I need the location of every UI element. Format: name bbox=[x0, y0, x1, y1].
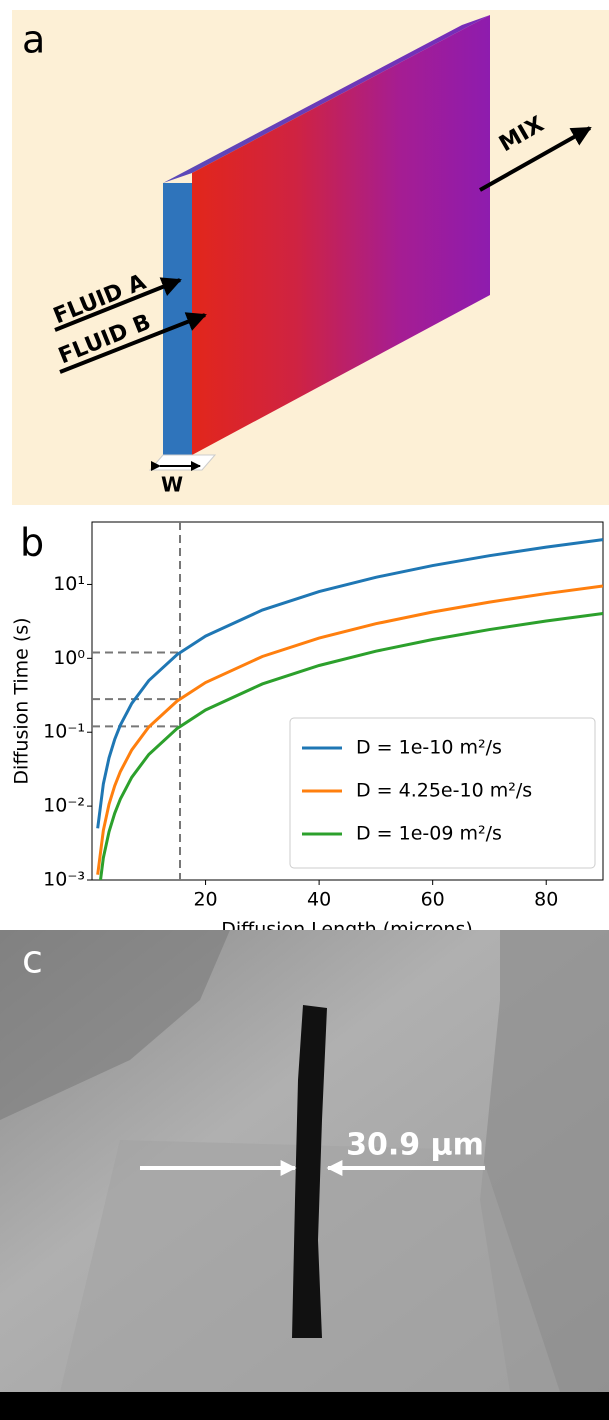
panel-label: b bbox=[20, 521, 44, 565]
fluid-b-layer bbox=[192, 15, 490, 455]
y-tick-label: 10⁰ bbox=[53, 647, 85, 669]
mix-arrow bbox=[479, 126, 592, 192]
series-line bbox=[96, 538, 603, 829]
fluid-b-arrow bbox=[59, 312, 207, 374]
legend-label: D = 1e-09 m²/s bbox=[356, 823, 502, 845]
plot-frame bbox=[91, 521, 604, 881]
panel-label: a bbox=[22, 18, 45, 62]
x-tick-label: 80 bbox=[534, 889, 558, 911]
y-tick-label: 10⁻³ bbox=[43, 869, 85, 891]
x-tick-label: 40 bbox=[307, 889, 331, 911]
width-label: W bbox=[161, 473, 183, 497]
sem-image: 30.9 µm c bbox=[0, 930, 609, 1420]
info-bar bbox=[0, 1392, 609, 1420]
x-tick-label: 60 bbox=[421, 889, 445, 911]
series-line bbox=[96, 584, 603, 875]
series-line bbox=[99, 611, 603, 880]
fluid-a-layer bbox=[163, 183, 192, 455]
y-tick-label: 10⁻² bbox=[43, 795, 85, 817]
slab-top bbox=[163, 15, 490, 183]
sem-texture bbox=[0, 930, 230, 1120]
x-tick-label: 20 bbox=[193, 889, 217, 911]
legend-box bbox=[289, 717, 596, 869]
y-tick-label: 10¹ bbox=[53, 573, 85, 595]
legend-label: D = 1e-10 m²/s bbox=[356, 737, 502, 759]
fluid-a-arrow bbox=[54, 277, 182, 332]
measure-label: 30.9 µm bbox=[346, 1128, 484, 1163]
sem-trench bbox=[292, 1005, 327, 1338]
y-axis-title: Diffusion Time (s) bbox=[11, 617, 33, 784]
y-tick-label: 10⁻¹ bbox=[43, 721, 85, 743]
legend-label: D = 4.25e-10 m²/s bbox=[356, 780, 532, 802]
chart: b Diffusion Length (microns) Diffusion T… bbox=[11, 521, 604, 941]
panel-label: c bbox=[22, 938, 43, 982]
